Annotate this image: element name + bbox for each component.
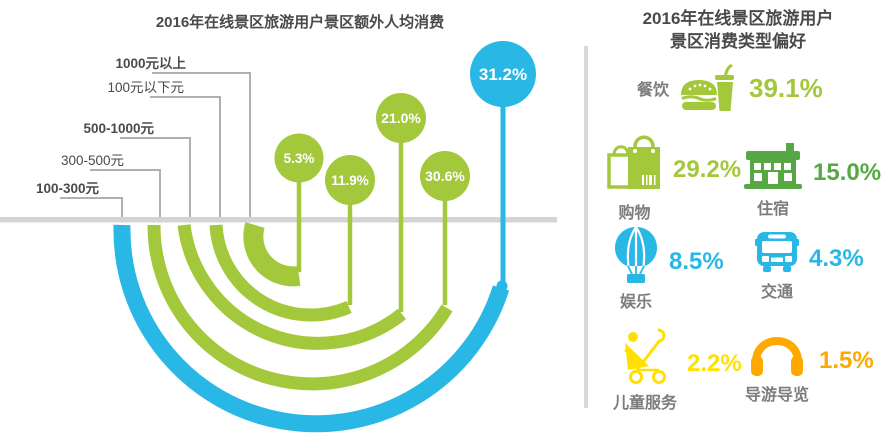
right-panel-title-line1: 2016年在线景区旅游用户 <box>642 9 834 28</box>
bus-icon <box>755 232 799 272</box>
left-chart-title: 2016年在线景区旅游用户景区额外人均消费 <box>156 13 444 31</box>
arc-300-500 <box>147 224 453 391</box>
item-shopping-value: 29.2% <box>673 156 742 183</box>
connector-500-1000 <box>120 137 191 217</box>
bubble-value-under100: 11.9% <box>331 173 369 188</box>
item-entertainment-label: 娱乐 <box>619 294 652 311</box>
consumption-preference-panel: 2016年在线景区旅游用户 景区消费类型偏好 餐饮 <box>585 0 891 434</box>
item-hotel: 住宿 15.0% <box>743 140 881 219</box>
arc-500-1000 <box>177 224 407 350</box>
arc-1000plus <box>243 222 301 287</box>
hotel-icon <box>744 143 802 189</box>
extra-spending-chart: 2016年在线景区旅游用户景区额外人均消费 <box>0 13 557 433</box>
bubble-value-100-300: 31.2% <box>479 65 527 84</box>
item-transport-value: 4.3% <box>809 245 864 272</box>
right-panel-title-line2: 景区消费类型偏好 <box>670 31 806 51</box>
item-guide-label: 导游导览 <box>745 387 810 404</box>
item-hotel-label: 住宿 <box>756 201 789 218</box>
bubbles: 5.3% 11.9% 21.0% 30.6% 31.2% <box>274 41 536 205</box>
item-entertainment-value: 8.5% <box>669 248 724 275</box>
item-children-label: 儿童服务 <box>613 395 678 412</box>
item-dining-value: 39.1% <box>749 72 823 103</box>
item-children-value: 2.2% <box>687 349 742 377</box>
vertical-divider <box>584 46 588 408</box>
connector-100-300 <box>60 197 123 217</box>
bubble-value-1000plus: 5.3% <box>284 151 315 166</box>
item-guide: 导游导览 1.5% <box>745 330 874 405</box>
item-dining: 餐饮 39.1% <box>637 62 823 114</box>
item-children: 儿童服务 2.2% <box>613 328 742 413</box>
bubble-1000plus <box>274 133 324 183</box>
bubble-100-300 <box>470 41 536 107</box>
label-under100: 100元以下元 <box>107 80 184 95</box>
item-entertainment: 娱乐 8.5% <box>613 226 724 312</box>
balloon-icon <box>615 226 657 283</box>
bubble-value-300-500: 30.6% <box>425 168 465 184</box>
stroller-icon <box>624 328 666 384</box>
arc-under100 <box>209 224 352 322</box>
label-connectors <box>60 72 251 217</box>
label-1000plus: 1000元以上 <box>115 56 186 71</box>
bubble-500-1000 <box>376 93 426 143</box>
stems <box>296 128 448 312</box>
right-panel-title: 2016年在线景区旅游用户 景区消费类型偏好 <box>585 8 891 54</box>
headphones-icon <box>751 337 803 376</box>
arc-100-300 <box>113 224 510 433</box>
connector-300-500 <box>90 169 161 217</box>
label-100-300: 100-300元 <box>36 181 100 196</box>
label-300-500: 300-500元 <box>61 153 124 168</box>
arcs <box>113 222 510 433</box>
stem-end-dot <box>496 280 508 292</box>
bubble-value-500-1000: 21.0% <box>381 110 421 126</box>
bubble-under100 <box>325 155 375 205</box>
connector-under100 <box>150 96 221 217</box>
bubble-300-500 <box>420 151 470 201</box>
connector-1000plus <box>152 72 251 217</box>
food-icon <box>681 64 735 111</box>
baseline <box>0 217 557 223</box>
item-shopping-label: 购物 <box>618 205 651 222</box>
category-labels: 1000元以上 100元以下元 500-1000元 300-500元 100-3… <box>36 56 187 196</box>
item-transport-label: 交通 <box>760 284 793 301</box>
item-transport: 交通 4.3% <box>755 230 864 302</box>
item-hotel-value: 15.0% <box>813 158 882 186</box>
item-shopping: 购物 29.2% <box>606 131 741 223</box>
item-guide-value: 1.5% <box>819 346 874 374</box>
label-500-1000: 500-1000元 <box>83 121 154 136</box>
shopping-icon <box>607 135 660 189</box>
item-dining-label: 餐饮 <box>637 82 670 99</box>
